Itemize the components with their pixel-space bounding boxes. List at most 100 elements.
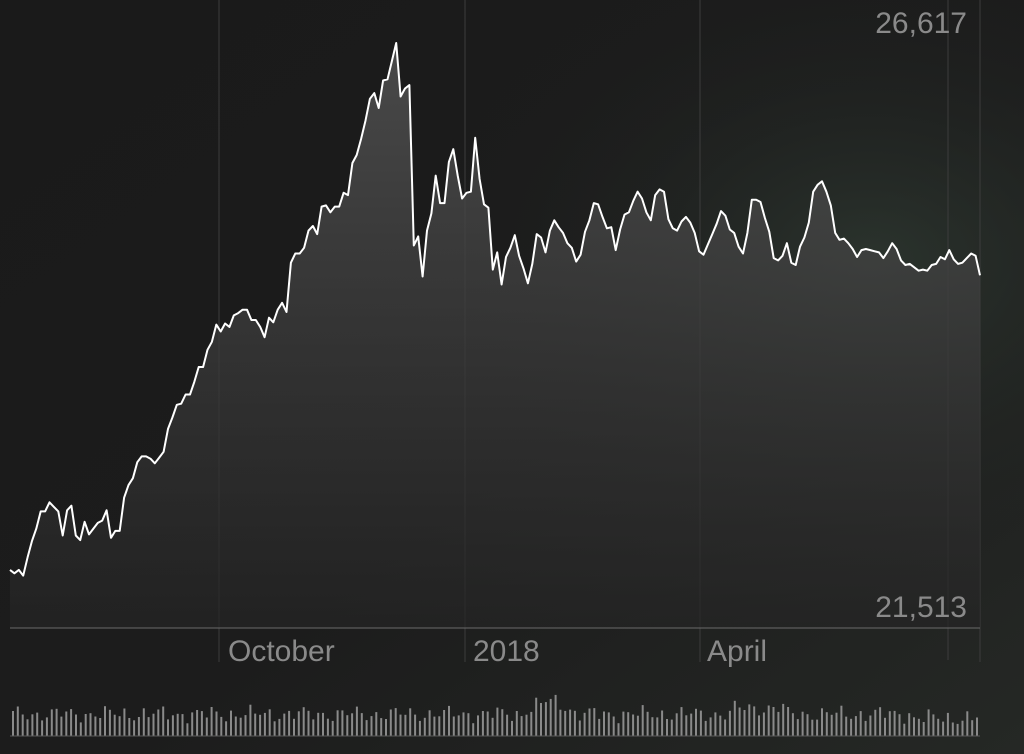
volume-bar — [888, 711, 891, 736]
volume-bar — [89, 713, 92, 736]
volume-bar — [283, 713, 286, 736]
price-line — [9, 42, 981, 577]
volume-bar — [927, 709, 930, 736]
volume-bar — [443, 710, 446, 736]
volume-bar — [254, 713, 257, 736]
volume-bar — [457, 715, 460, 736]
volume-bar — [937, 718, 940, 736]
volume-bar — [917, 718, 920, 736]
volume-bar — [951, 722, 954, 736]
y-min-label: 21,513 — [875, 591, 967, 624]
volume-bar — [869, 715, 872, 736]
volume-bar — [811, 719, 814, 736]
volume-bar — [341, 710, 344, 736]
volume-bar — [205, 717, 208, 736]
volume-bar — [448, 705, 450, 736]
volume-bar — [593, 708, 596, 736]
volume-bar — [215, 711, 218, 736]
volume-bar — [787, 707, 790, 736]
x-label-april: April — [707, 635, 767, 668]
volume-bar — [859, 711, 862, 736]
volume-bar — [520, 716, 523, 736]
volume-bar — [167, 719, 169, 736]
volume-bar — [196, 710, 199, 736]
volume-bar — [801, 711, 804, 736]
volume-bar — [496, 707, 499, 736]
volume-bar — [728, 710, 731, 736]
volume-bar — [210, 707, 213, 736]
volume-bar — [564, 710, 567, 736]
volume-bar — [108, 709, 111, 736]
volume-bar — [423, 717, 426, 736]
volume-bar — [249, 704, 252, 736]
volume-bar — [540, 703, 542, 736]
volume-bar — [908, 713, 911, 736]
volume-bar — [762, 712, 765, 736]
volume-bar — [297, 711, 300, 736]
volume-bar — [743, 710, 746, 736]
volume-bar — [753, 706, 756, 736]
volume-bar — [840, 705, 843, 736]
volume-bar — [603, 711, 605, 736]
volume-bar — [961, 720, 964, 736]
volume-bar — [956, 723, 959, 736]
volume-bar — [946, 712, 949, 736]
volume-bar — [588, 708, 591, 736]
volume-bar — [152, 713, 155, 736]
volume-bar — [612, 716, 615, 736]
volume-bar — [200, 711, 203, 736]
volume-bar — [733, 700, 736, 736]
volume-bar — [273, 721, 276, 736]
volume-bar — [389, 709, 392, 736]
volume-bar — [884, 717, 886, 736]
volume-bar — [380, 718, 383, 736]
volume-bar — [685, 715, 688, 736]
volume-bar — [864, 720, 867, 736]
volume-bar — [501, 709, 504, 736]
volume-bar — [719, 715, 722, 736]
volume-bar — [99, 718, 102, 736]
volume-bar — [942, 721, 945, 736]
volume-bar — [675, 713, 678, 736]
volume-bar — [36, 712, 39, 736]
volume-bar — [41, 720, 44, 736]
volume-bar — [515, 711, 518, 736]
volume-bar — [549, 698, 552, 736]
volume-bar — [535, 697, 538, 736]
volume-bar — [748, 704, 751, 736]
volume-bar — [230, 710, 232, 736]
volume-bar — [782, 703, 785, 736]
volume-bar — [738, 707, 741, 736]
volume-bar — [704, 720, 707, 736]
volume-bar — [375, 712, 378, 736]
volume-bar — [355, 706, 358, 736]
volume-bar — [607, 712, 610, 736]
y-max-label: 26,617 — [875, 7, 967, 40]
volume-bar — [491, 717, 494, 736]
volume-bar — [31, 714, 34, 736]
volume-bar — [118, 716, 121, 736]
volume-bar — [259, 714, 262, 736]
volume-bar — [234, 716, 237, 736]
volume-bar — [976, 717, 978, 736]
volume-bar — [336, 710, 339, 736]
volume-bar — [244, 715, 247, 736]
volume-bar — [690, 713, 693, 736]
volume-bar — [903, 723, 906, 736]
volume-bar — [966, 711, 969, 736]
volume-bar — [806, 714, 809, 736]
volume-bar — [70, 709, 73, 736]
volume-bar — [65, 711, 68, 736]
volume-bar — [268, 709, 271, 736]
volume-bars — [12, 694, 978, 736]
volume-bar — [632, 714, 635, 736]
volume-bar — [835, 712, 838, 736]
volume-bar — [404, 714, 407, 736]
volume-bar — [467, 713, 470, 736]
volume-bar — [142, 708, 145, 736]
volume-bar — [695, 708, 697, 736]
price-area — [10, 43, 980, 628]
volume-bar — [583, 712, 586, 736]
volume-bar — [777, 711, 780, 736]
